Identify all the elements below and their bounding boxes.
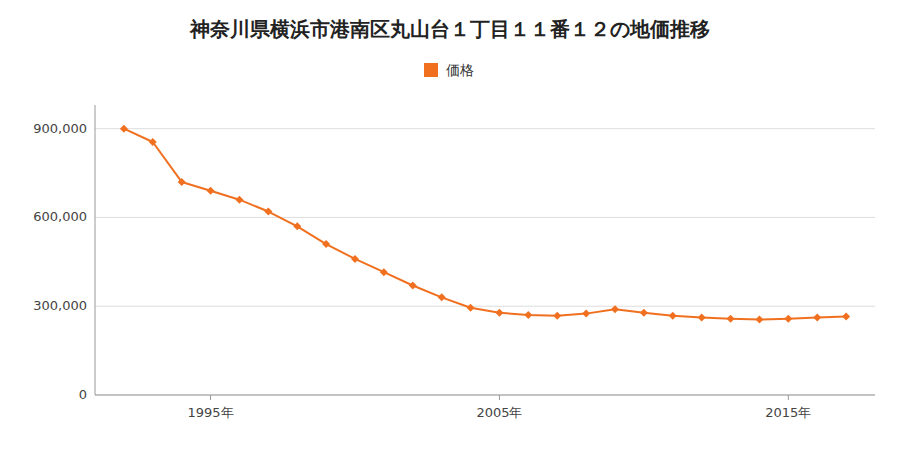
marker [351, 255, 359, 263]
marker [438, 293, 446, 301]
grid-line [95, 306, 875, 307]
marker [755, 316, 763, 324]
marker [813, 313, 821, 321]
chart: 神奈川県横浜市港南区丸山台１丁目１１番１２の地価推移価格 0 300,000 600,… [0, 0, 900, 450]
marker [178, 178, 186, 186]
x-axis-line [95, 395, 875, 396]
marker [264, 208, 272, 216]
x-tick [499, 395, 500, 400]
marker [727, 315, 735, 323]
legend-label: 価格 [446, 62, 474, 78]
legend-swatch [424, 63, 438, 77]
marker [640, 309, 648, 317]
x-tick-label: 2005年 [476, 405, 522, 420]
marker [784, 315, 792, 323]
marker [553, 312, 561, 320]
marker [611, 305, 619, 313]
marker [322, 240, 330, 248]
y-tick-label: 300,000 [33, 298, 87, 313]
x-tick-label: 1995年 [188, 405, 234, 420]
marker [495, 309, 503, 317]
grid-line [95, 128, 875, 129]
marker [120, 125, 128, 133]
marker [698, 313, 706, 321]
marker [842, 313, 850, 321]
line [124, 129, 846, 320]
marker [582, 310, 590, 318]
title: 神奈川県横浜市港南区丸山台１丁目１１番１２の地価推移 [189, 17, 710, 41]
axes: 0 300,000 600,000 900,000 1995年 2005年 2015年 [33, 105, 875, 420]
x-tick [210, 395, 211, 400]
marker [293, 222, 301, 230]
marker [409, 282, 417, 290]
x-tick [788, 395, 789, 400]
marker [524, 311, 532, 319]
y-axis-line [95, 105, 96, 395]
y-tick-label: 600,000 [33, 209, 87, 224]
y-tick-label: 900,000 [33, 121, 87, 136]
marker [380, 268, 388, 276]
grid-line [95, 395, 875, 396]
marker [207, 187, 215, 195]
marker [669, 312, 677, 320]
marker [467, 304, 475, 312]
x-tick-label: 2015年 [765, 405, 811, 420]
grid-line [95, 217, 875, 218]
plot-area [120, 125, 850, 324]
legend: 価格 [424, 62, 474, 78]
marker [235, 196, 243, 204]
marker [149, 138, 157, 146]
y-tick-label: 0 [79, 387, 87, 402]
